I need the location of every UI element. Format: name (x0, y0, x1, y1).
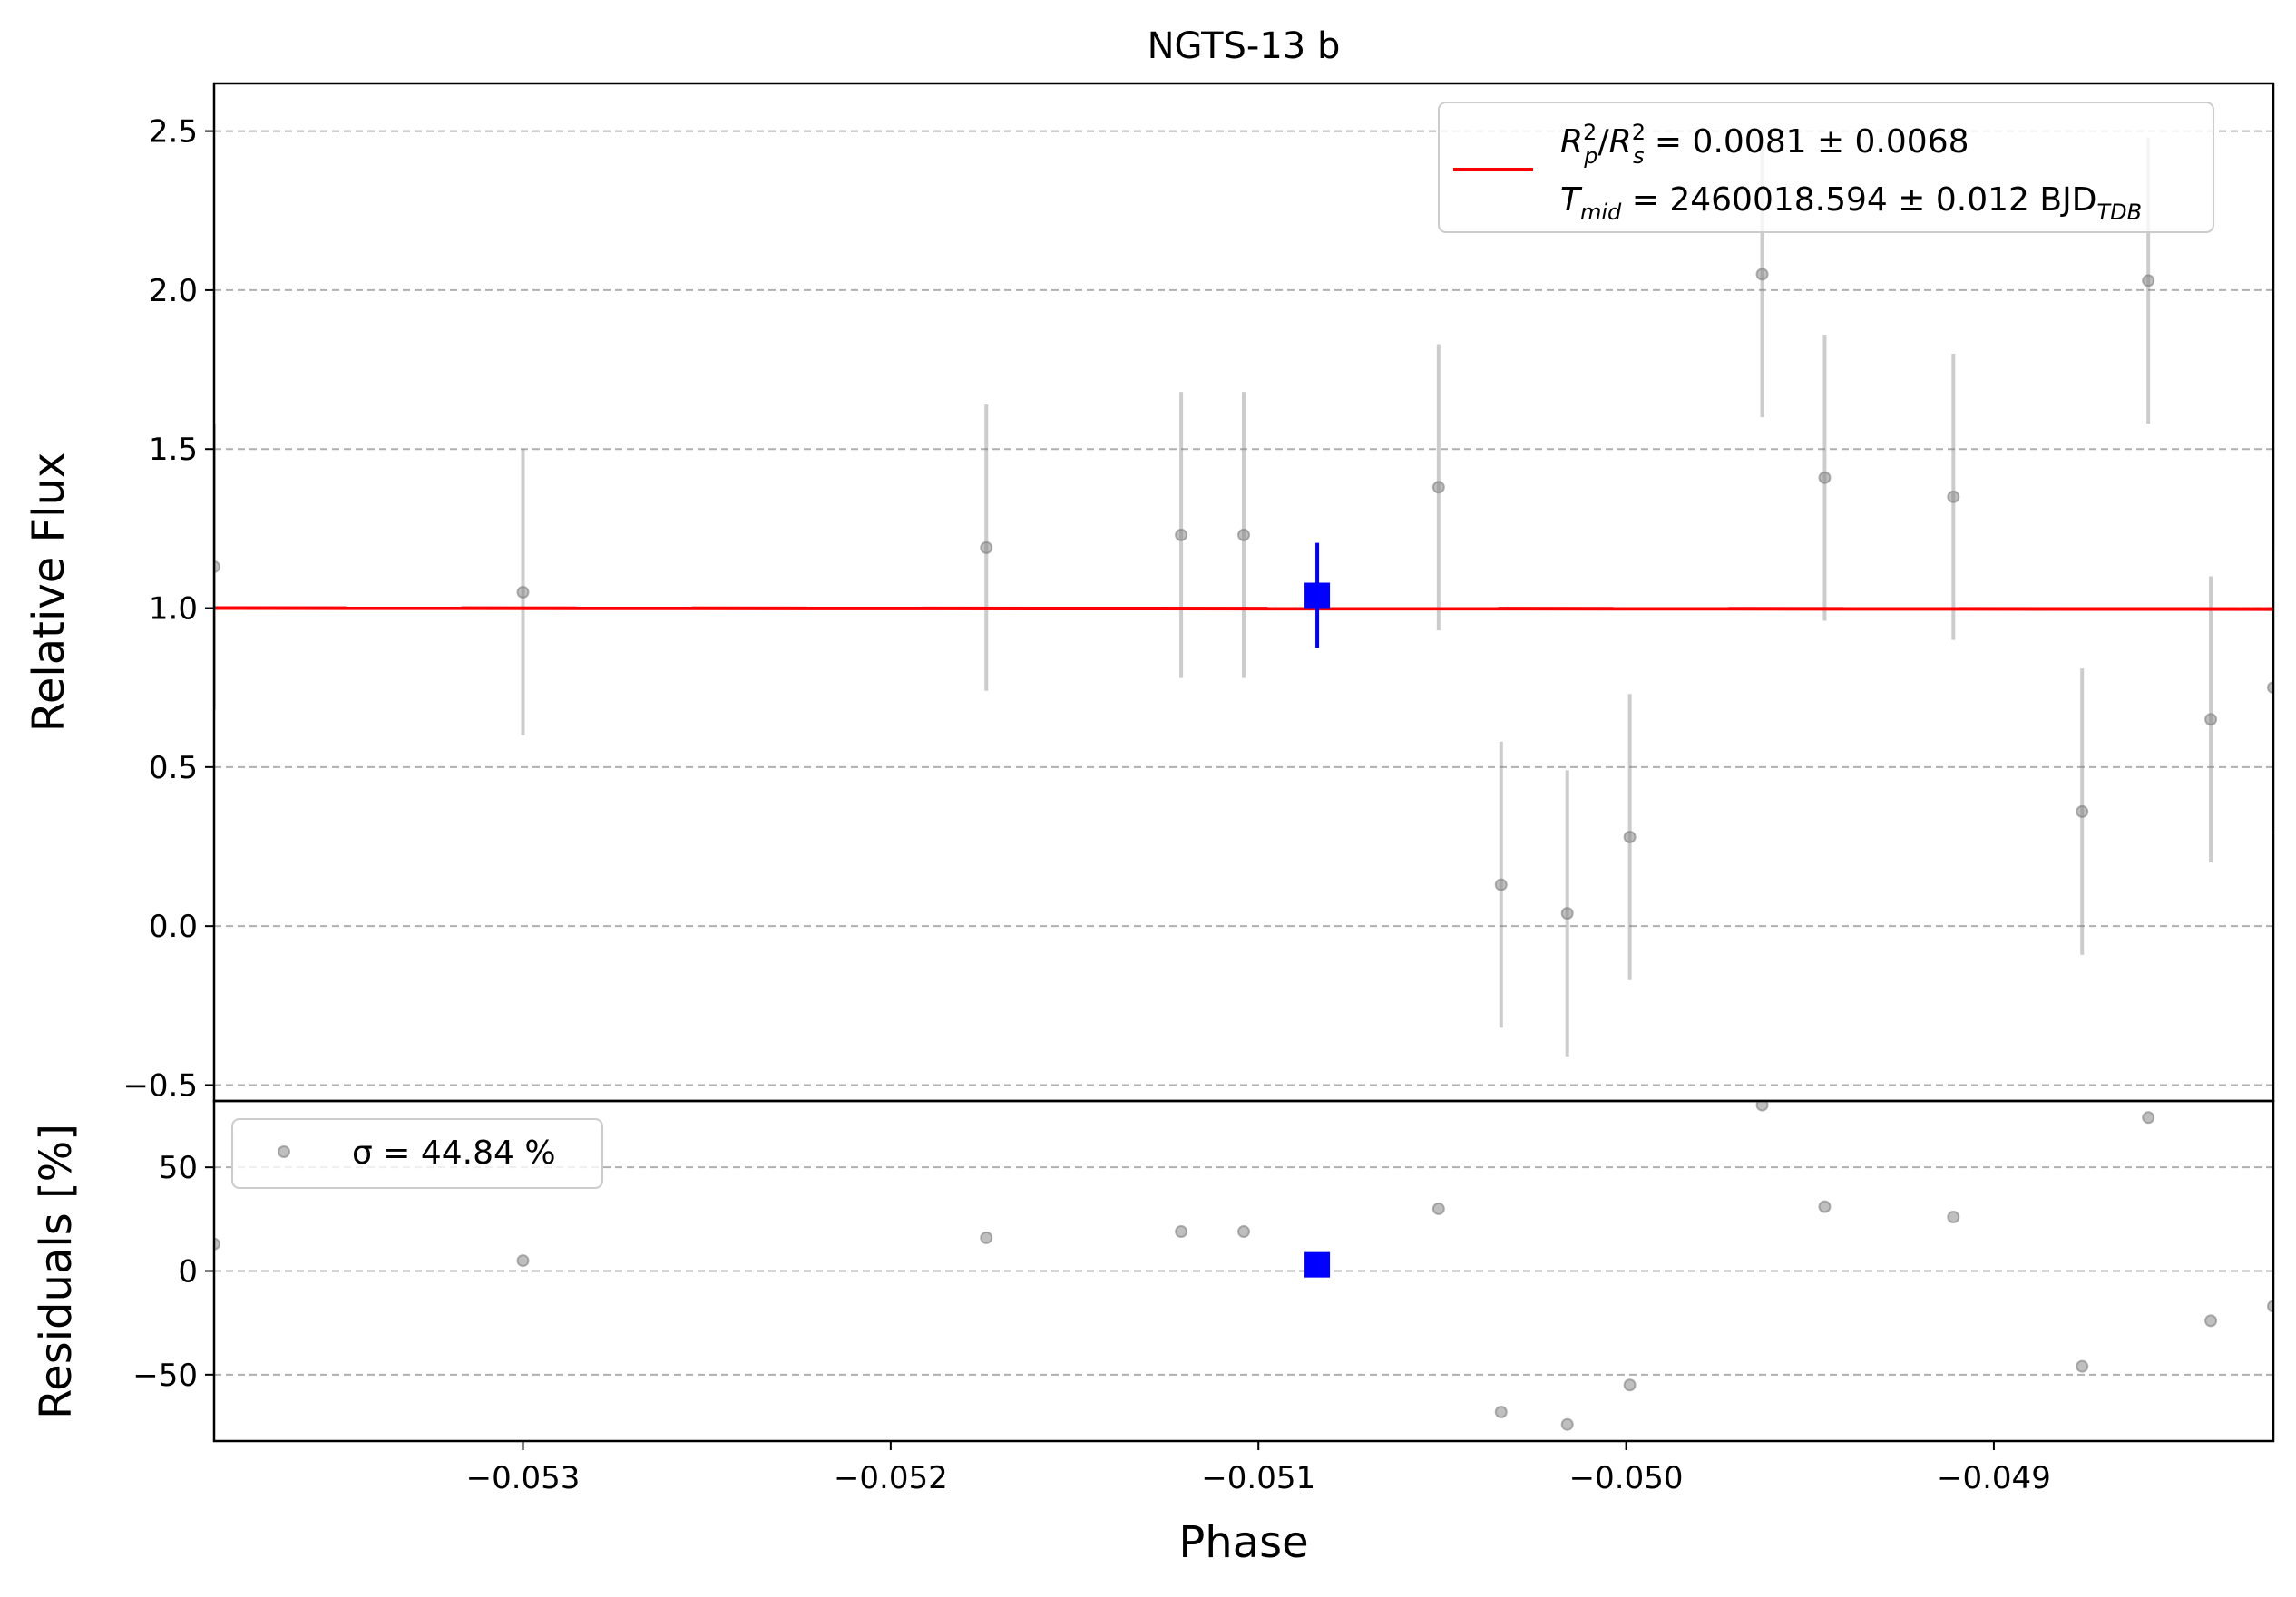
residual-legend-label: σ = 44.84 % (352, 1134, 556, 1172)
data-point (1560, 907, 1574, 920)
residual-y-tick-label: 0 (178, 1254, 198, 1290)
legend-radius-ratio-label: R2 p/R2 s = 0.0081 ± 0.0068 (1560, 120, 1969, 169)
residual-point (2076, 1359, 2089, 1373)
residual-point (516, 1254, 530, 1268)
y-axis-label-main: Relative Flux (24, 453, 74, 733)
main-y-tick-label: 1.0 (149, 591, 198, 628)
residual-point (2204, 1314, 2218, 1328)
x-tick-label: −0.049 (1937, 1460, 2051, 1496)
data-point (1818, 471, 1832, 484)
residual-point (1431, 1202, 1445, 1215)
residual-point (2267, 1300, 2273, 1313)
data-point (1947, 490, 1960, 503)
residual-point (1175, 1225, 1188, 1239)
residual-point (1494, 1405, 1508, 1418)
main-y-tick-label: 2.0 (149, 273, 198, 309)
residual-point (1237, 1225, 1250, 1239)
data-point (2267, 681, 2273, 695)
data-point (2204, 713, 2218, 726)
data-point (1494, 878, 1508, 891)
x-ticks: −0.053 −0.052 −0.051 −0.050 −0.049 (466, 1441, 2051, 1496)
residual-y-ticks: −50 0 50 (132, 1150, 214, 1394)
residual-legend-box (231, 1118, 603, 1189)
data-point (1431, 481, 1445, 494)
main-y-ticks: −0.5 0.0 0.5 1.0 1.5 2.0 2.5 (122, 114, 214, 1104)
chart-title: NGTS-13 b (1148, 25, 1341, 67)
data-point (1175, 528, 1188, 541)
x-tick-label: −0.053 (466, 1460, 581, 1496)
residual-plot-area (214, 1101, 2273, 1431)
residual-axes-frame (212, 1099, 2275, 1443)
main-y-tick-label: 2.5 (149, 114, 198, 151)
main-legend-box (1438, 102, 2214, 233)
residual-legend: σ = 44.84 % (231, 1118, 603, 1189)
data-point (1755, 268, 1769, 281)
main-y-tick-label: 0.0 (149, 909, 198, 945)
main-y-tick-label: 1.5 (149, 432, 198, 468)
data-point (2142, 274, 2155, 287)
main-legend: R2 p/R2 s = 0.0081 ± 0.0068 Tmid = 2460018… (1438, 102, 2214, 233)
binned-point (1304, 582, 1331, 609)
residual-y-tick-label: −50 (132, 1358, 198, 1394)
residual-point (1623, 1378, 1637, 1392)
x-tick-label: −0.052 (834, 1460, 948, 1496)
residual-point (214, 1237, 220, 1251)
data-point (516, 586, 530, 599)
y-axis-label-residuals: Residuals [%] (31, 1124, 82, 1419)
residual-y-tick-label: 50 (159, 1150, 198, 1186)
residual-point (1755, 1101, 1769, 1112)
residual-gridlines (214, 1166, 2273, 1376)
legend-tmid-label: Tmid = 2460018.594 ± 0.012 BJDTDB (1560, 181, 2142, 225)
residual-point (2142, 1111, 2155, 1125)
residual-point (980, 1231, 993, 1244)
residual-point (1947, 1211, 1960, 1224)
data-point (980, 540, 993, 554)
x-tick-label: −0.051 (1201, 1460, 1315, 1496)
x-tick-label: −0.050 (1569, 1460, 1684, 1496)
residual-point (1818, 1200, 1832, 1213)
data-point (1623, 830, 1637, 843)
residual-legend-marker (278, 1145, 290, 1158)
data-point (214, 560, 220, 573)
data-point (1237, 528, 1250, 541)
binned-residual-point (1304, 1251, 1331, 1278)
x-axis-label: Phase (1178, 1517, 1308, 1568)
residual-point (1560, 1417, 1574, 1431)
main-y-tick-label: −0.5 (122, 1067, 198, 1104)
main-y-tick-label: 0.5 (149, 750, 198, 786)
main-plot-area (214, 131, 2273, 1057)
data-point (2076, 804, 2089, 818)
